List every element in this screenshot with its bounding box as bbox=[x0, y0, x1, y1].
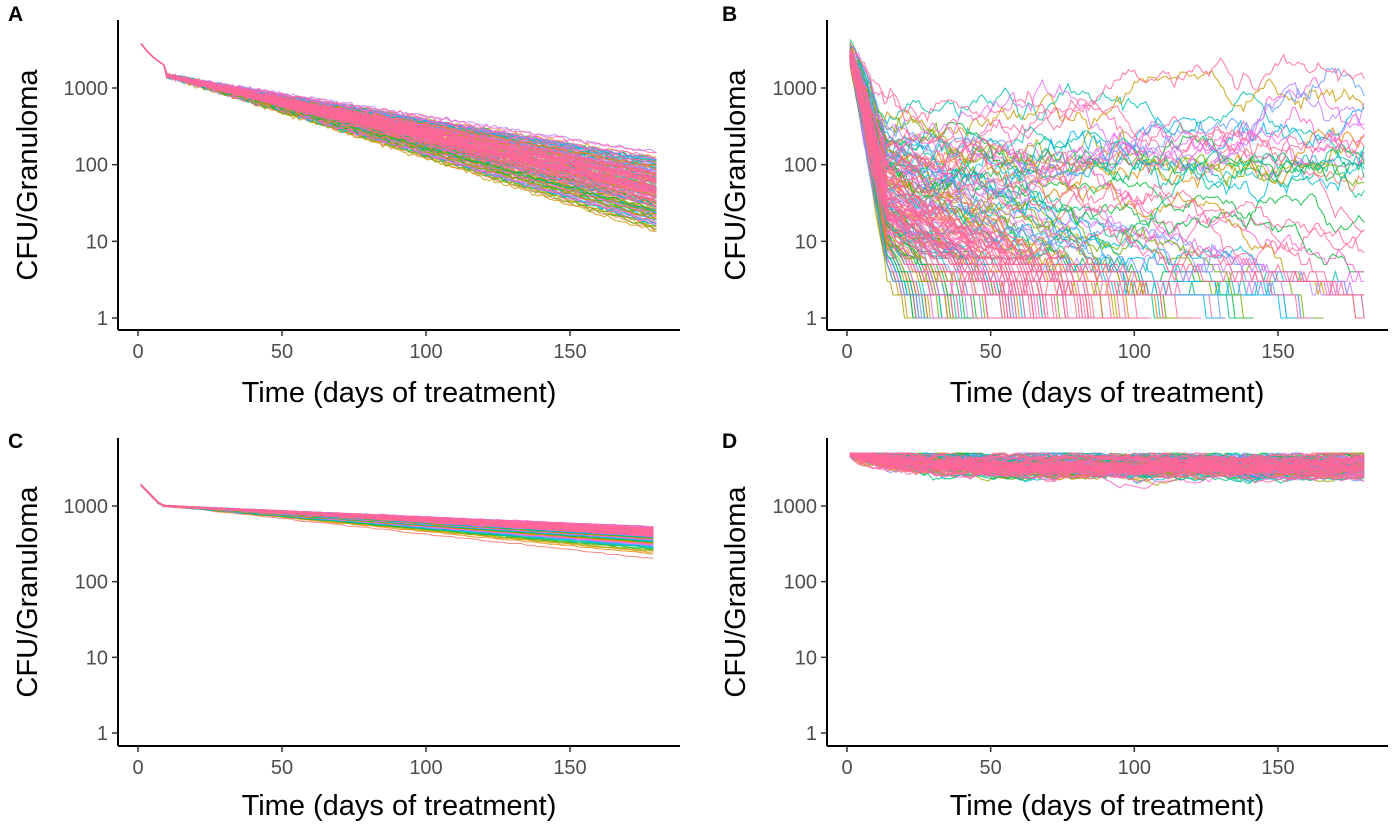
panel-d-x-tick-label: 150 bbox=[1261, 757, 1294, 779]
panel-d-x-tick-label: 50 bbox=[980, 757, 1002, 779]
panel-b-y-tick-label: 10 bbox=[795, 231, 817, 253]
panel-a: A 0 50 100 150 1 10 100 1000 Time (days of trea… bbox=[8, 3, 680, 409]
panel-b-trajectory bbox=[849, 56, 1064, 319]
panel-b-trajectory bbox=[849, 58, 1311, 319]
panel-c-trajectory bbox=[140, 484, 654, 536]
panel-d-trajectory bbox=[849, 452, 1365, 475]
panel-d-y-tick-label: 10 bbox=[795, 647, 817, 669]
panel-d-label: D bbox=[722, 430, 737, 453]
panel-b-x-tick-label: 50 bbox=[980, 341, 1002, 363]
panel-a-x-tick-label: 0 bbox=[132, 341, 143, 363]
panel-b-x-tick-label: 0 bbox=[841, 341, 852, 363]
panel-a-x-tick-label: 100 bbox=[409, 341, 442, 363]
panel-c-x-tick-label: 150 bbox=[553, 757, 586, 779]
panel-a-y-tick-label: 100 bbox=[75, 155, 108, 177]
panel-c-x-axis-title: Time (days of treatment) bbox=[242, 790, 557, 822]
panel-a-trajectory bbox=[140, 43, 657, 212]
panel-a-trajectory bbox=[140, 43, 657, 177]
panel-b-trajectory bbox=[849, 42, 1365, 178]
panel-a-x-tick-label: 50 bbox=[271, 341, 293, 363]
panel-c-x-tick-label: 50 bbox=[271, 757, 293, 779]
panel-b-trajectory bbox=[849, 55, 1009, 319]
panel-b-y-axis-title: CFU/Granuloma bbox=[720, 69, 752, 281]
panel-d-trajectory bbox=[849, 455, 1365, 476]
panel-c-trajectory bbox=[140, 484, 654, 532]
panel-b-trajectory bbox=[849, 46, 1365, 200]
panel-c-y-tick-label: 1 bbox=[97, 723, 108, 745]
panel-b-trajectory bbox=[849, 48, 1365, 157]
panel-b-trajectory bbox=[849, 57, 1092, 319]
panel-c-label: C bbox=[8, 430, 23, 453]
panel-b-trajectory bbox=[849, 62, 1365, 167]
panel-a-y-axis-title: CFU/Granuloma bbox=[12, 69, 44, 281]
panel-a-x-axis-title: Time (days of treatment) bbox=[242, 377, 557, 409]
panel-c-trajectory bbox=[140, 484, 654, 560]
panel-b-y-tick-label: 1000 bbox=[773, 78, 818, 100]
panel-a-trajectory bbox=[140, 43, 657, 189]
panel-b: B 0 50 100 150 1 10 100 1000 Time (days of trea… bbox=[720, 3, 1388, 409]
panel-c-y-tick-label: 1000 bbox=[64, 496, 109, 518]
panel-a-traces bbox=[140, 43, 657, 233]
panel-d-trajectory bbox=[849, 453, 1365, 481]
panel-b-trajectory bbox=[849, 45, 1365, 187]
panel-b-trajectory bbox=[849, 51, 1365, 205]
panel-d-y-tick-label: 1000 bbox=[773, 496, 818, 518]
panel-c-traces bbox=[140, 483, 654, 560]
panel-b-trajectory bbox=[849, 51, 1365, 254]
panel-b-trajectory bbox=[849, 50, 1222, 319]
panel-b-trajectory bbox=[849, 57, 1365, 266]
panel-b-trajectory bbox=[849, 51, 1202, 319]
panel-a-y-tick-label: 10 bbox=[86, 231, 108, 253]
panel-d: D 0 50 100 150 1 10 100 1000 Time (days of trea… bbox=[720, 430, 1388, 822]
panel-b-trajectory bbox=[849, 55, 1120, 319]
panel-b-trajectory bbox=[849, 48, 1365, 140]
panel-b-trajectory bbox=[849, 54, 1365, 199]
panel-b-trajectory bbox=[849, 54, 1033, 319]
panel-a-y-tick-label: 1 bbox=[97, 308, 108, 330]
panel-b-x-tick-label: 150 bbox=[1261, 341, 1294, 363]
panel-c-ticks: 0 50 100 150 1 10 100 1000 bbox=[64, 496, 587, 779]
panel-c-y-axis-title: CFU/Granuloma bbox=[12, 486, 44, 698]
panel-b-y-tick-label: 1 bbox=[806, 308, 817, 330]
panel-b-ticks: 0 50 100 150 1 10 100 1000 bbox=[773, 78, 1295, 363]
panel-b-trajectory bbox=[849, 55, 1365, 235]
panel-c-y-tick-label: 100 bbox=[75, 572, 108, 594]
panel-b-x-tick-label: 100 bbox=[1118, 341, 1151, 363]
panel-b-trajectory bbox=[849, 60, 1365, 188]
panel-b-traces bbox=[849, 39, 1365, 319]
panel-b-trajectory bbox=[849, 47, 1365, 131]
panel-c-y-tick-label: 10 bbox=[86, 647, 108, 669]
panel-d-y-tick-label: 1 bbox=[806, 723, 817, 745]
panel-b-x-axis-title: Time (days of treatment) bbox=[950, 377, 1265, 409]
panel-d-x-axis-title: Time (days of treatment) bbox=[950, 790, 1265, 822]
panel-a-x-tick-label: 150 bbox=[553, 341, 586, 363]
panel-c-x-tick-label: 0 bbox=[132, 757, 143, 779]
panel-a-label: A bbox=[8, 3, 23, 26]
panel-d-trajectory bbox=[849, 453, 1365, 472]
panel-d-traces bbox=[849, 452, 1365, 489]
panel-d-x-tick-label: 0 bbox=[841, 757, 852, 779]
panel-b-trajectory bbox=[849, 52, 1299, 319]
panel-d-ticks: 0 50 100 150 1 10 100 1000 bbox=[773, 496, 1295, 779]
panel-a-y-tick-label: 1000 bbox=[64, 78, 109, 100]
panel-c: C 0 50 100 150 1 10 100 1000 Time (days of trea… bbox=[8, 430, 680, 822]
panel-b-trajectory bbox=[849, 53, 1063, 319]
panel-b-trajectory bbox=[849, 54, 1365, 233]
panel-b-trajectory bbox=[849, 52, 1365, 296]
panel-c-x-tick-label: 100 bbox=[409, 757, 442, 779]
panel-a-trajectory bbox=[140, 43, 657, 207]
panel-b-y-tick-label: 100 bbox=[784, 155, 817, 177]
panel-d-trajectory bbox=[849, 452, 1365, 479]
panel-b-trajectory bbox=[849, 49, 1362, 319]
panel-d-x-tick-label: 100 bbox=[1118, 757, 1151, 779]
panel-d-y-axis-title: CFU/Granuloma bbox=[720, 486, 752, 698]
panel-d-y-tick-label: 100 bbox=[784, 572, 817, 594]
panel-a-trajectory bbox=[140, 43, 657, 190]
panel-b-label: B bbox=[722, 3, 737, 26]
panel-b-trajectory bbox=[849, 44, 1365, 175]
panel-a-ticks: 0 50 100 150 1 10 100 1000 bbox=[64, 78, 587, 363]
